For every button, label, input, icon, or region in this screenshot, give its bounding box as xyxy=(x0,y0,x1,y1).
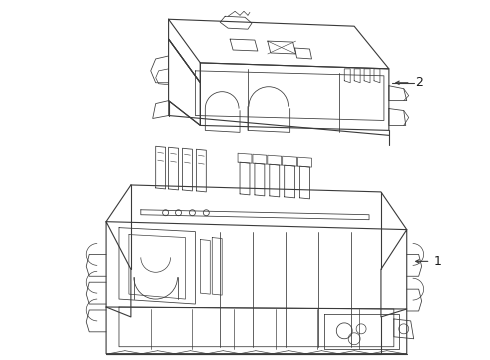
Text: 1: 1 xyxy=(434,255,441,268)
Text: 2: 2 xyxy=(415,76,422,89)
